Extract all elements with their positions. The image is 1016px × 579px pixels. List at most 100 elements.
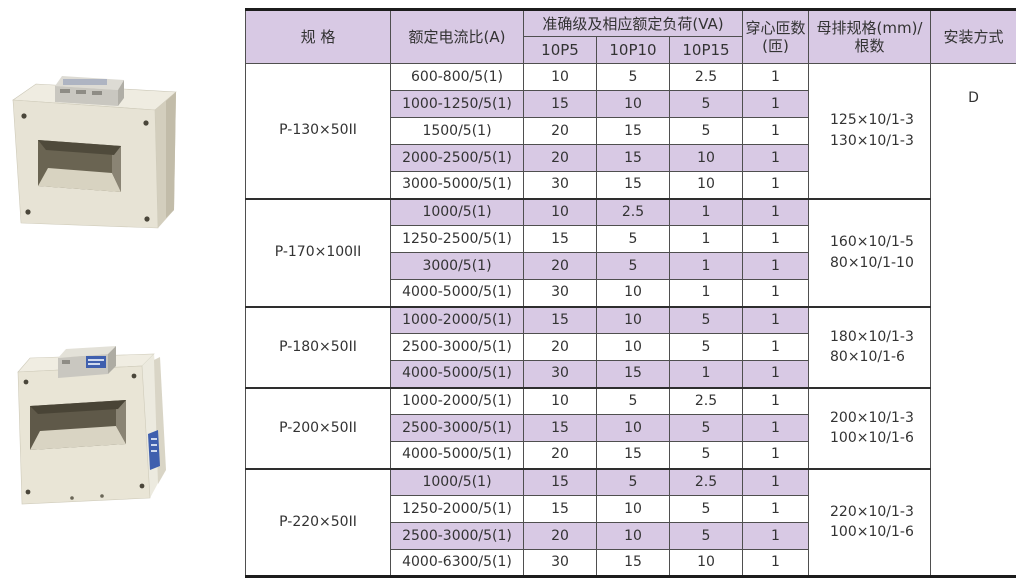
table-row: P-180×50II 1000-2000/5(1) 15 10 5 1 180×10/1-3… xyxy=(245,305,1016,388)
busbar-line: 160×10/1-5 xyxy=(830,234,914,251)
10p15-cell: 1 xyxy=(669,225,743,253)
ratio-cell: 4000-5000/5(1) xyxy=(390,279,524,307)
ratio-cell: 1250-2500/5(1) xyxy=(390,225,524,253)
ratio-cell: 1000-2000/5(1) xyxy=(390,305,524,334)
ratio-cell: 1000/5(1) xyxy=(390,467,524,496)
busbar-line: 100×10/1-6 xyxy=(830,430,914,446)
10p5-cell: 15 xyxy=(523,225,597,253)
10p10-cell: 15 xyxy=(596,360,670,388)
busbar-cell: 200×10/1-3 100×10/1-6 xyxy=(808,386,931,469)
ratio-cell: 2500-3000/5(1) xyxy=(390,522,524,550)
10p5-cell: 20 xyxy=(523,144,597,172)
turns-cell: 1 xyxy=(742,252,809,280)
10p10-cell: 15 xyxy=(596,144,670,172)
busbar-cell: 180×10/1-3 80×10/1-6 xyxy=(808,305,931,388)
turns-cell: 1 xyxy=(742,495,809,523)
table-row: P-170×100II 1000/5(1) 10 2.5 1 1 160×10/1-5 80×… xyxy=(245,197,1016,307)
turns-cell: 1 xyxy=(742,90,809,118)
col-header-mounting: 安装方式 xyxy=(930,9,1016,64)
spec-cell: P-200×50II xyxy=(245,386,391,469)
col-header-busbar: 母排规格(mm)/根数 xyxy=(808,9,931,64)
10p10-cell: 5 xyxy=(596,225,670,253)
busbar-line: 80×10/1-6 xyxy=(830,349,905,365)
turns-cell: 1 xyxy=(742,117,809,145)
10p15-cell: 5 xyxy=(669,522,743,550)
ct-photo-top xyxy=(0,68,232,240)
current-transformer-wide-illustration xyxy=(17,346,166,505)
table-row: P-130×50II 600-800/5(1) 10 5 2.5 1 125×10/1-3 1… xyxy=(245,63,1016,577)
10p5-cell: 15 xyxy=(523,467,597,496)
table-row: 3000/5(1) 20 5 1 1 xyxy=(246,252,1016,280)
ratio-cell: 3000-5000/5(1) xyxy=(390,171,524,199)
turns-cell: 1 xyxy=(742,441,809,469)
busbar-line: 180×10/1-3 xyxy=(830,328,914,345)
10p5-cell: 30 xyxy=(523,279,597,307)
table-row: 4000-5000/5(1) 30 15 1 1 xyxy=(246,360,1016,388)
table-row: 2000-2500/5(1) 20 15 10 1 xyxy=(246,144,1016,172)
table-row: 2500-3000/5(1) 15 10 5 1 xyxy=(246,414,1016,442)
10p10-cell: 10 xyxy=(596,333,670,361)
10p5-cell: 15 xyxy=(523,90,597,118)
current-transformer-illustration xyxy=(12,76,177,229)
busbar-cell: 160×10/1-5 80×10/1-10 xyxy=(808,197,931,307)
10p15-cell: 5 xyxy=(669,495,743,523)
turns-cell: 1 xyxy=(742,386,809,415)
10p10-cell: 10 xyxy=(596,279,670,307)
10p15-cell: 1 xyxy=(669,252,743,280)
ratio-cell: 2500-3000/5(1) xyxy=(390,414,524,442)
col-header-accuracy-group: 准确级及相应额定负荷(VA) xyxy=(523,9,743,37)
10p5-cell: 20 xyxy=(523,333,597,361)
10p5-cell: 20 xyxy=(523,522,597,550)
turns-cell: 1 xyxy=(742,225,809,253)
10p10-cell: 15 xyxy=(596,171,670,199)
ratio-cell: 1000-1250/5(1) xyxy=(390,90,524,118)
busbar-line: 220×10/1-3 xyxy=(830,503,914,520)
col-header-ratio: 额定电流比(A) xyxy=(390,9,524,64)
10p15-cell: 10 xyxy=(669,171,743,199)
ratio-cell: 1500/5(1) xyxy=(390,117,524,145)
turns-cell: 1 xyxy=(742,171,809,199)
ratio-cell: 1000/5(1) xyxy=(390,197,524,226)
busbar-line: 200×10/1-3 xyxy=(830,409,914,426)
ratio-cell: 600-800/5(1) xyxy=(390,63,524,91)
ratio-cell: 3000/5(1) xyxy=(390,252,524,280)
turns-cell: 1 xyxy=(742,305,809,334)
table-row: 1250-2500/5(1) 15 5 1 1 xyxy=(246,225,1016,253)
10p15-cell: 5 xyxy=(669,333,743,361)
col-header-10p15: 10P15 xyxy=(669,36,743,64)
10p10-cell: 5 xyxy=(596,467,670,496)
col-header-10p5: 10P5 xyxy=(523,36,597,64)
table-row: 1000-1250/5(1) 15 10 5 1 xyxy=(246,90,1016,118)
10p10-cell: 5 xyxy=(596,386,670,415)
busbar-line: 100×10/1-6 xyxy=(830,524,914,541)
busbar-line: 130×10/1-3 xyxy=(830,132,914,149)
10p10-cell: 5 xyxy=(596,252,670,280)
col-header-turns: 穿心匝数(匝) xyxy=(742,9,809,64)
10p5-cell: 10 xyxy=(523,197,597,226)
10p15-cell: 10 xyxy=(669,144,743,172)
busbar-cell: 220×10/1-3 100×10/1-6 xyxy=(808,467,931,577)
10p10-cell: 15 xyxy=(596,549,670,577)
turns-cell: 1 xyxy=(742,333,809,361)
turns-cell: 1 xyxy=(742,279,809,307)
10p15-cell: 1 xyxy=(669,279,743,307)
spec-cell: P-180×50II xyxy=(245,305,391,388)
col-header-spec: 规 格 xyxy=(245,9,391,64)
ratio-cell: 1250-2000/5(1) xyxy=(390,495,524,523)
10p15-cell: 2.5 xyxy=(669,386,743,415)
10p15-cell: 2.5 xyxy=(669,63,743,91)
10p10-cell: 5 xyxy=(596,63,670,91)
ratio-cell: 2500-3000/5(1) xyxy=(390,333,524,361)
ratio-cell: 4000-5000/5(1) xyxy=(390,441,524,469)
10p5-cell: 15 xyxy=(523,495,597,523)
turns-cell: 1 xyxy=(742,467,809,496)
table-row: 3000-5000/5(1) 30 15 10 1 xyxy=(246,171,1016,199)
10p10-cell: 10 xyxy=(596,90,670,118)
10p5-cell: 30 xyxy=(523,549,597,577)
ratio-cell: 4000-6300/5(1) xyxy=(390,549,524,577)
10p5-cell: 20 xyxy=(523,252,597,280)
10p5-cell: 30 xyxy=(523,171,597,199)
turns-cell: 1 xyxy=(742,144,809,172)
ratio-cell: 4000-5000/5(1) xyxy=(390,360,524,388)
10p5-cell: 20 xyxy=(523,117,597,145)
